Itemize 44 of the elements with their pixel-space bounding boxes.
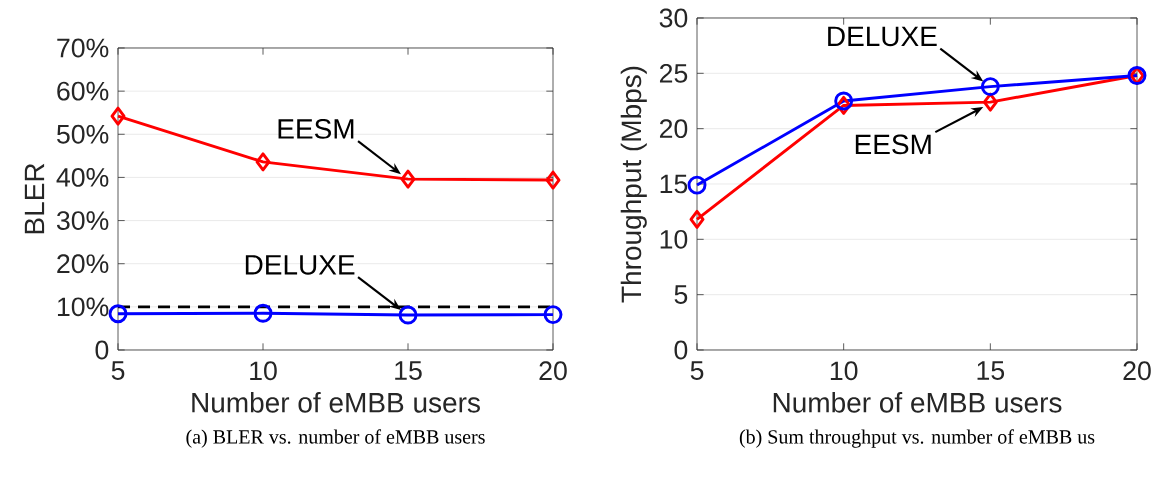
point (253, 303, 273, 323)
point (980, 77, 1000, 97)
point (255, 152, 271, 172)
point (687, 175, 707, 195)
y-tick-label: 20% (57, 254, 109, 274)
series-label: DELUXE (245, 255, 355, 275)
point (545, 170, 561, 190)
text: (b) Sum throughput vs. number of eMBB us (739, 429, 1095, 448)
y-tick-label: 10 (660, 229, 688, 249)
y-tick-label: 5 (674, 285, 688, 304)
y-tick-label: 60% (57, 81, 109, 101)
point (689, 209, 705, 229)
y-tick-label: 30% (56, 211, 109, 230)
point (398, 305, 418, 325)
y-tick-label: 15 (660, 174, 688, 194)
x-tick-label: 20 (539, 361, 567, 381)
y-tick-label: 0 (95, 340, 109, 360)
y-tick-label: 20 (659, 119, 688, 139)
y-axis-title: BLER (24, 163, 45, 234)
y-tick-label: 30 (659, 8, 688, 28)
series-label: DELUXE (828, 26, 937, 47)
y-tick-label: 0 (674, 340, 688, 360)
x-tick-label: 5 (111, 361, 125, 380)
point (108, 304, 128, 324)
series-label: EESM (278, 118, 354, 139)
point (110, 106, 126, 126)
y-tick-label: 40% (56, 167, 109, 187)
point (543, 305, 563, 325)
x-axis-title: Number of eMBB users (773, 392, 1062, 413)
x-tick-label: 5 (690, 361, 704, 380)
y-tick-label: 10% (57, 297, 109, 317)
y-tick-label: 70% (57, 38, 109, 58)
x-tick-label: 20 (1123, 361, 1151, 381)
series-label: EESM (855, 134, 931, 155)
text: (a) BLER vs. number of eMBB users (186, 429, 485, 448)
x-tick-label: 15 (395, 361, 422, 380)
x-axis-title: Number of eMBB users (192, 392, 480, 413)
x-tick-label: 15 (977, 361, 1005, 380)
x-tick-label: 10 (250, 361, 277, 381)
y-axis-title: Throughput (Mbps) (620, 66, 647, 303)
point (400, 169, 416, 189)
y-tick-label: 25 (659, 63, 688, 83)
y-tick-label: 50% (57, 124, 109, 144)
x-tick-label: 10 (830, 361, 858, 381)
